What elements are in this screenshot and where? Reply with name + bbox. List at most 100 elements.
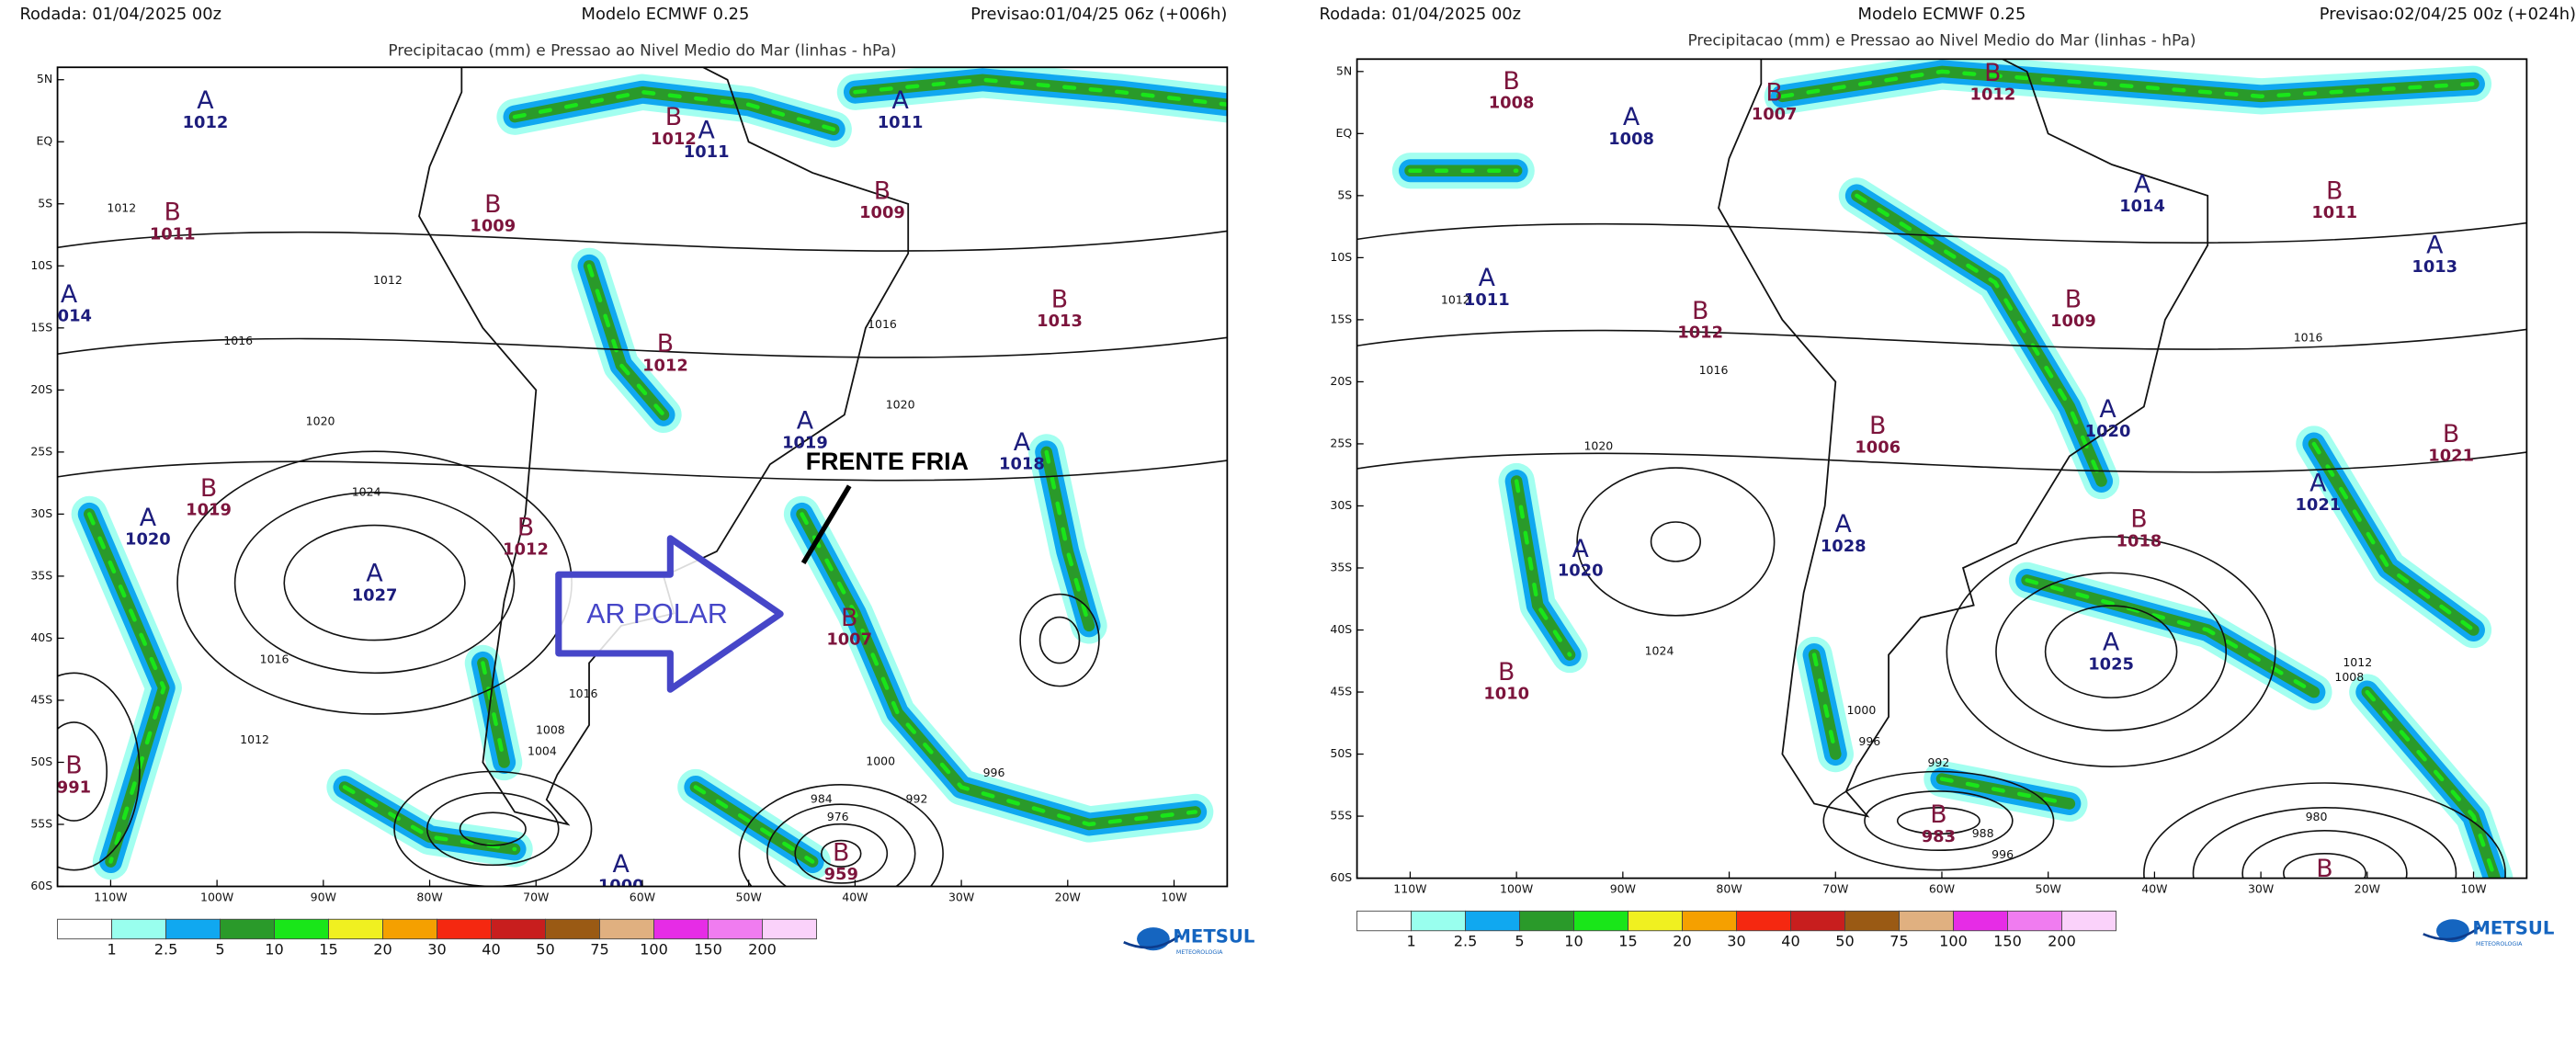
map-subtitle: Precipitacao (mm) e Pressao ao Nivel Med… xyxy=(388,41,896,60)
rain-peak xyxy=(2025,578,2317,695)
center-value: 1008 xyxy=(1608,130,1654,149)
rain-peak xyxy=(512,89,836,131)
center-value: 1012 xyxy=(642,356,688,375)
center-letter: B xyxy=(2065,285,2082,313)
center-value: 1010 xyxy=(1483,685,1529,704)
center-value: 1025 xyxy=(2088,654,2134,674)
lat-label: 35S xyxy=(30,568,52,582)
lon-label: 50W xyxy=(2036,882,2061,896)
isobar xyxy=(1946,536,2276,767)
isobar xyxy=(1650,521,1701,562)
legend-swatch xyxy=(1953,910,2008,932)
lon-label: 110W xyxy=(94,891,127,904)
lat-label: 25S xyxy=(30,444,52,458)
center-value: 991 xyxy=(57,777,91,797)
front-pointer xyxy=(800,484,852,565)
map-panel: Rodada: 01/04/2025 00z Modelo ECMWF 0.25 P… xyxy=(1319,5,2576,950)
legend-swatch xyxy=(545,918,600,940)
legend-swatch xyxy=(328,918,383,940)
center-value: 1014 xyxy=(2119,197,2165,216)
run-label: Rodada: 01/04/2025 00z xyxy=(19,5,221,24)
isobar xyxy=(794,823,889,884)
isobar xyxy=(57,460,1228,482)
legend-label: 200 xyxy=(748,941,777,959)
legend-label: 75 xyxy=(590,941,608,959)
legend-label: 150 xyxy=(694,941,722,959)
polar-label: AR POLAR xyxy=(586,599,728,630)
center-letter: B xyxy=(165,199,181,227)
center-value: 1011 xyxy=(684,142,730,162)
isobar-label: 996 xyxy=(1858,734,1880,748)
legend-label: 150 xyxy=(1993,933,2022,950)
isobar xyxy=(426,791,560,867)
center-letter: B xyxy=(200,474,217,503)
legend-label: 15 xyxy=(319,941,337,959)
coastline xyxy=(1718,59,2209,818)
legend-swatch xyxy=(653,918,709,940)
lon-label: 60W xyxy=(630,891,655,904)
isobar xyxy=(1822,770,2055,871)
isobar xyxy=(57,230,1228,252)
isobar-label: 1012 xyxy=(107,200,136,214)
center-letter: B xyxy=(1765,78,1782,107)
legend-label: 5 xyxy=(215,941,224,959)
lat-label: 50S xyxy=(30,755,52,768)
center-letter: B xyxy=(1498,658,1515,687)
legend-swatch xyxy=(382,918,437,940)
isobar-label: 1020 xyxy=(886,398,915,412)
legend-swatch xyxy=(491,918,546,940)
legend-swatch xyxy=(57,918,113,940)
center-value: 1011 xyxy=(2311,203,2357,222)
center-value: 1021 xyxy=(2428,447,2474,466)
center-letter: A xyxy=(2103,629,2120,657)
isobar xyxy=(459,811,527,846)
isobar-label: 1012 xyxy=(1441,292,1470,306)
lat-label: 5N xyxy=(1336,63,1352,77)
lat-label: 60S xyxy=(1330,870,1352,884)
legend-swatch xyxy=(599,918,654,940)
center-value: 1007 xyxy=(1752,105,1798,124)
lat-label: EQ xyxy=(36,134,52,148)
isobar xyxy=(2192,807,2457,879)
isobar-label: 976 xyxy=(827,810,849,823)
center-letter: B xyxy=(484,190,501,219)
forecast-label: Previsao:01/04/25 06z (+006h) xyxy=(970,5,1227,24)
map-subtitle: Precipitacao (mm) e Pressao ao Nivel Med… xyxy=(1687,32,2196,51)
center-value: 959 xyxy=(2308,881,2342,901)
center-letter: A xyxy=(1479,264,1496,292)
lat-label: 15S xyxy=(1330,312,1352,325)
center-letter: A xyxy=(2099,395,2116,424)
isobar-label: 1008 xyxy=(536,722,565,736)
lat-label: 40S xyxy=(30,630,52,644)
legend-swatch xyxy=(1465,910,1521,932)
center-value: 1012 xyxy=(1970,85,2016,105)
legend-label: 100 xyxy=(1939,933,1968,950)
lat-label: 30S xyxy=(1330,498,1352,512)
front-label: FRENTE FRIA xyxy=(806,448,969,475)
center-letter: A xyxy=(1572,535,1590,563)
center-value: 1012 xyxy=(651,130,697,149)
isobar xyxy=(393,770,593,887)
isobar xyxy=(2143,782,2506,879)
center-letter: A xyxy=(2309,469,2327,497)
center-value: 1000 xyxy=(598,877,644,896)
isobar xyxy=(738,784,944,887)
center-letter: A xyxy=(1623,103,1640,131)
legend-label: 40 xyxy=(482,941,500,959)
rain-peak xyxy=(1939,777,2072,806)
lon-label: 60W xyxy=(1929,882,1955,896)
logo-name: METSUL xyxy=(1173,925,1254,947)
isobar xyxy=(1356,451,2527,473)
rain-peak xyxy=(2311,441,2476,632)
rain-peak xyxy=(800,512,1197,827)
center-letter: B xyxy=(1051,285,1068,313)
legend-swatch xyxy=(1736,910,1791,932)
legend-label: 50 xyxy=(1835,933,1854,950)
run-label: Rodada: 01/04/2025 00z xyxy=(1319,5,1521,24)
center-value: 1027 xyxy=(352,585,398,605)
isobar xyxy=(2283,853,2366,879)
legend-swatch xyxy=(2061,910,2116,932)
isobar-label: 1016 xyxy=(223,334,253,347)
center-value: 1006 xyxy=(1855,438,1901,458)
legend-label: 20 xyxy=(373,941,392,959)
